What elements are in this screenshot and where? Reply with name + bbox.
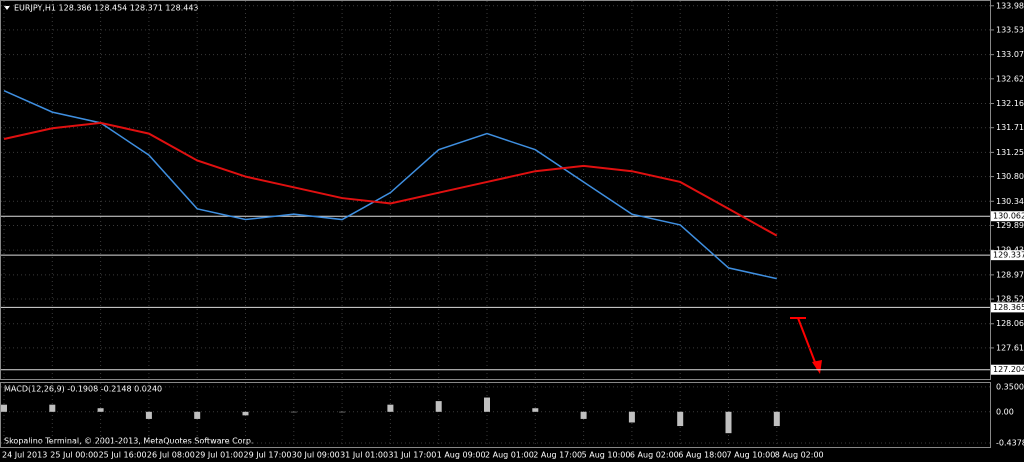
x-tick-label: 26 Jul 08:00 [147, 451, 195, 460]
x-tick-label: 29 Jul 17:00 [244, 451, 292, 460]
macd-bar [532, 408, 539, 412]
macd-bar [194, 411, 201, 419]
macd-bar [677, 411, 684, 427]
x-tick-label: 2 Aug 01:00 [485, 451, 534, 460]
y-tick-label: 133.980 [996, 1, 1024, 10]
x-tick-label: 31 Jul 01:00 [340, 451, 388, 460]
y-tick-label: 133.530 [996, 25, 1024, 34]
forecast-arrow [790, 317, 822, 374]
x-tick-label: 5 Aug 10:00 [582, 451, 631, 460]
symbol-header: EURJPY,H1 128.386 128.454 128.371 128.44… [14, 4, 199, 13]
x-tick-label: 29 Jul 01:00 [195, 451, 243, 460]
price-line [3, 89, 777, 280]
x-tick-label: 2 Aug 17:00 [533, 451, 582, 460]
y-tick-label: 128.970 [996, 270, 1024, 279]
price-line [3, 121, 778, 237]
macd-bar [628, 411, 635, 423]
x-tick-label: 24 Jul 2013 [2, 451, 47, 460]
x-tick-label: 30 Jul 09:00 [292, 451, 340, 460]
macd-bar [773, 411, 780, 427]
copyright: Skopalino Terminal, © 2001-2013, MetaQuo… [4, 437, 253, 446]
macd-bar [1, 404, 7, 412]
macd-bar [725, 411, 732, 434]
y-tick-label: 131.710 [996, 123, 1024, 132]
level-label: 130.062 [993, 212, 1024, 221]
level-box [991, 211, 1024, 222]
macd-bar [435, 401, 442, 412]
macd-bar [387, 404, 394, 412]
macd-bar [580, 411, 587, 419]
macd-header: MACD(12,26,9) -0.1908 -0.2148 0.0240 [4, 385, 162, 394]
y-tick-label: 128.520 [996, 295, 1024, 304]
level-box [991, 364, 1024, 375]
level-label: 127.204 [993, 365, 1024, 374]
macd-panel [0, 382, 991, 448]
x-tick-label: 25 Jul 16:00 [99, 451, 147, 460]
macd-bar [49, 404, 56, 412]
y-tick-label: 130.800 [996, 172, 1024, 181]
macd-bar [242, 411, 249, 416]
price-panel [0, 0, 991, 380]
level-label: 128.365 [993, 303, 1024, 312]
header-icon [4, 6, 10, 10]
macd-bar [484, 397, 490, 412]
x-tick-label: 7 Aug 10:00 [727, 451, 776, 460]
y-tick-label: 132.160 [996, 99, 1024, 108]
macd-bar [290, 411, 297, 413]
x-tick-label: 8 Aug 02:00 [775, 451, 824, 460]
level-label: 129.337 [993, 251, 1024, 260]
macd-bar [339, 411, 346, 413]
macd-bar [145, 411, 152, 419]
x-tick-label: 6 Aug 18:00 [678, 451, 727, 460]
x-tick-label: 6 Aug 02:00 [630, 451, 679, 460]
y-tick-label: 129.890 [996, 221, 1024, 230]
y-tick-label: 128.060 [996, 319, 1024, 328]
y-tick-label: 127.610 [996, 343, 1024, 352]
y-tick-label: 130.340 [996, 197, 1024, 206]
y-tick-label: 133.070 [996, 50, 1024, 59]
y-tick-label: -0.4378 [996, 438, 1024, 447]
level-box [991, 302, 1024, 313]
level-box [991, 250, 1024, 261]
y-tick-label: 132.620 [996, 74, 1024, 83]
macd-bar [97, 408, 104, 412]
y-tick-label: 0.00 [996, 407, 1014, 416]
x-tick-label: 25 Jul 00:00 [50, 451, 98, 460]
x-tick-label: 1 Aug 09:00 [437, 451, 486, 460]
x-tick-label: 31 Jul 17:00 [388, 451, 436, 460]
y-tick-label: 0.3500 [996, 382, 1024, 391]
y-tick-label: 131.250 [996, 148, 1024, 157]
